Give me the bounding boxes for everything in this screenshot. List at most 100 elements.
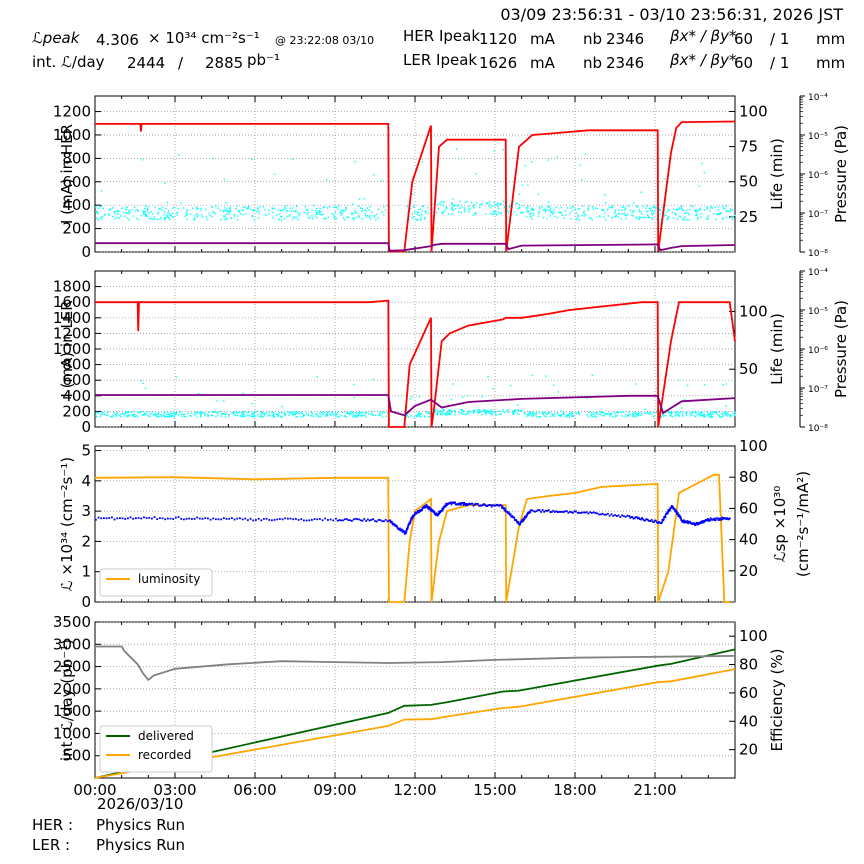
specific-luminosity-point	[188, 517, 191, 520]
lifetime-point	[253, 411, 256, 413]
lifetime-point	[676, 218, 679, 220]
lifetime-point	[526, 210, 528, 212]
lifetime-point	[523, 412, 526, 414]
specific-luminosity-point	[247, 519, 249, 522]
lifetime-point	[536, 416, 538, 418]
lifetime-point	[696, 414, 698, 416]
ler-status: Physics Run	[96, 836, 186, 854]
lifetime-point	[354, 411, 357, 414]
lifetime-point	[263, 414, 266, 416]
lifetime-point	[707, 416, 710, 418]
lifetime-point	[212, 211, 215, 213]
lifetime-point	[212, 157, 214, 160]
lifetime-point	[95, 416, 98, 418]
specific-luminosity-point	[321, 519, 324, 522]
y2-tick-label: 80	[739, 468, 758, 486]
series-line-series-0	[95, 299, 736, 428]
lifetime-point	[112, 416, 114, 418]
lifetime-point	[136, 416, 139, 418]
lifetime-point	[100, 216, 102, 219]
lifetime-point	[560, 414, 563, 417]
lifetime-point	[406, 414, 409, 416]
lifetime-point	[596, 216, 598, 218]
specific-luminosity-point	[363, 518, 366, 520]
lifetime-point	[157, 211, 160, 214]
lifetime-point	[170, 412, 172, 415]
lifetime-point	[681, 414, 684, 416]
lifetime-point	[463, 413, 465, 416]
lifetime-point	[488, 205, 491, 208]
y-tick-label: 1000	[53, 724, 91, 742]
lifetime-point	[732, 412, 734, 414]
lifetime-point	[257, 217, 260, 219]
lifetime-point	[256, 207, 259, 209]
lifetime-point	[492, 213, 495, 216]
lifetime-point	[632, 215, 635, 217]
lifetime-point	[115, 414, 118, 416]
lifetime-point	[590, 414, 592, 417]
x-tick-label: 09:00	[313, 781, 356, 799]
lifetime-point	[525, 206, 528, 209]
lifetime-point	[242, 412, 244, 415]
lifetime-point	[334, 412, 336, 414]
lifetime-point	[506, 210, 508, 213]
specific-luminosity-point	[113, 518, 116, 521]
lifetime-point	[163, 411, 166, 413]
lifetime-point	[150, 217, 152, 220]
lifetime-point	[507, 411, 510, 413]
lifetime-point	[497, 202, 499, 205]
lifetime-point	[551, 211, 553, 213]
lifetime-point	[194, 215, 196, 217]
specific-luminosity-point	[465, 503, 468, 505]
lifetime-point	[422, 205, 425, 207]
lifetime-point	[280, 416, 282, 418]
specific-luminosity-point	[498, 504, 500, 507]
specific-luminosity-point	[201, 517, 204, 520]
lifetime-point	[684, 399, 686, 401]
specific-luminosity-point	[672, 506, 674, 509]
lifetime-point	[625, 217, 627, 220]
lifetime-point	[449, 409, 451, 411]
lifetime-point	[615, 214, 618, 217]
lifetime-point	[636, 412, 639, 415]
lifetime-point	[458, 207, 461, 209]
specific-luminosity-point	[500, 504, 503, 507]
lifetime-point	[441, 212, 443, 215]
lifetime-point	[307, 414, 309, 416]
lifetime-point	[126, 212, 128, 214]
lifetime-point	[228, 211, 231, 213]
lifetime-point	[335, 206, 338, 208]
specific-luminosity-point	[151, 517, 153, 520]
lifetime-point	[107, 213, 110, 215]
lifetime-point	[583, 215, 586, 217]
lifetime-point	[671, 416, 674, 418]
lifetime-point	[569, 415, 571, 417]
lifetime-point	[382, 411, 384, 413]
lifetime-point	[614, 415, 617, 417]
lifetime-point	[102, 207, 104, 210]
lifetime-point	[440, 410, 442, 412]
legend-box	[99, 725, 213, 773]
lifetime-point	[443, 201, 445, 203]
lifetime-point	[461, 408, 463, 411]
lifetime-point	[617, 412, 619, 414]
specific-luminosity-point	[140, 517, 143, 520]
lifetime-point	[161, 414, 164, 417]
lifetime-point	[682, 219, 684, 221]
lifetime-point	[417, 413, 419, 416]
lifetime-point	[665, 414, 667, 417]
specific-luminosity-point	[379, 519, 382, 521]
lifetime-point	[734, 411, 736, 413]
lifetime-point	[538, 411, 540, 413]
specific-luminosity-point	[629, 516, 632, 519]
lifetime-point	[322, 413, 325, 415]
specific-luminosity-point	[217, 518, 220, 521]
lifetime-point	[551, 213, 554, 215]
specific-luminosity-point	[515, 520, 518, 523]
lifetime-point	[251, 403, 253, 405]
lifetime-point	[651, 214, 653, 216]
lifetime-point	[726, 209, 728, 212]
lifetime-point	[675, 208, 678, 210]
lifetime-point	[516, 214, 518, 216]
specific-luminosity-point	[273, 518, 276, 521]
